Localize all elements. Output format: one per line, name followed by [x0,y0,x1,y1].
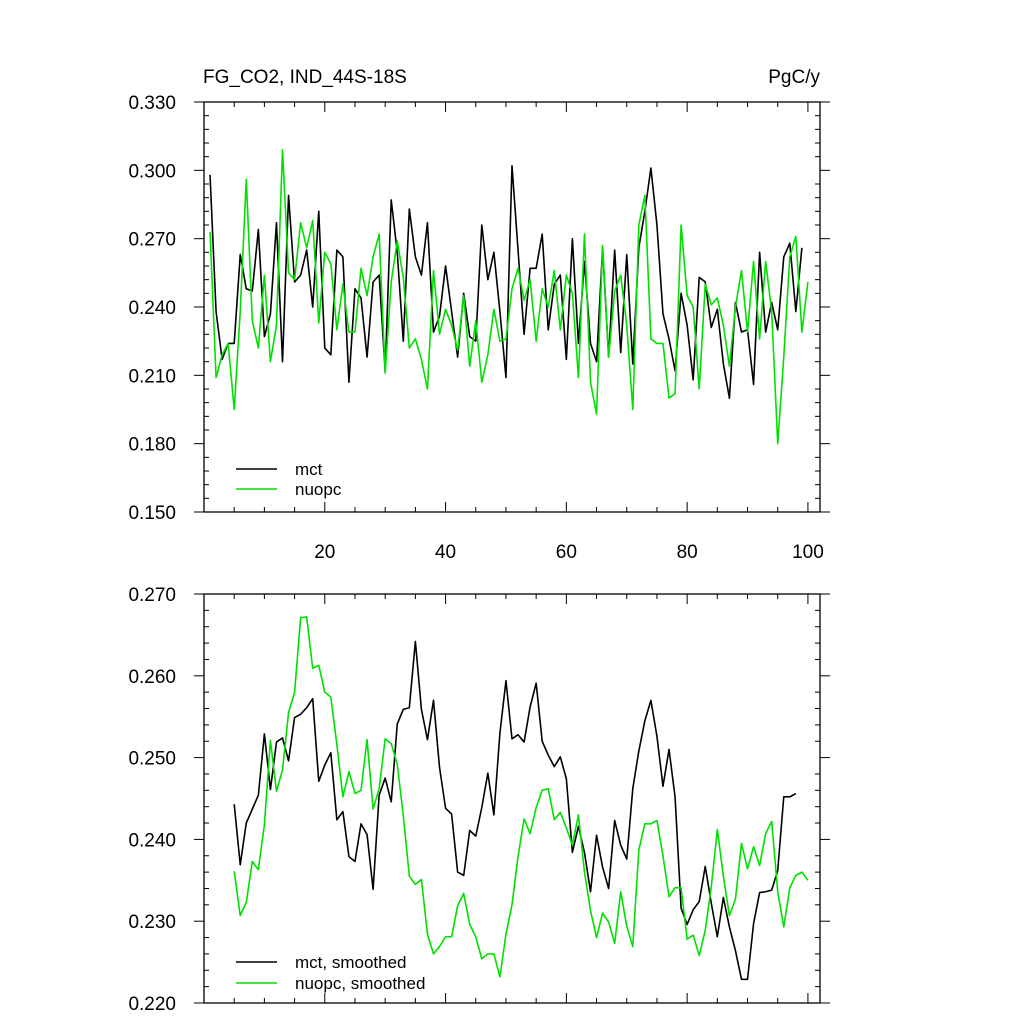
top-plot: 20 40 60 80 100 0.150 0.180 0.210 0.240 0.270 0.30… [128,93,830,563]
bottom-y-tick-label: 0.250 [128,749,176,770]
bottom-plot: 0.220 0.230 0.240 0.250 0.260 0.270 mct, smoot… [128,585,830,1015]
top-chart-title: FG_CO2, IND_44S-18S [203,67,407,88]
top-x-tick-label: 40 [435,542,456,563]
bottom-y-tick-label: 0.240 [128,830,176,851]
top-x-tick-label: 100 [792,542,824,563]
bottom-plot-frame [203,593,821,1004]
top-x-tick-label: 80 [677,542,698,563]
top-x-tick-label: 60 [556,542,577,563]
bottom-y-tick-label: 0.260 [128,667,176,688]
top-legend-label: mct [295,460,323,479]
bottom-series-nuopc-smoothed-line [233,616,809,978]
bottom-legend-label: nuopc, smoothed [295,974,425,993]
bottom-y-tick-label: 0.230 [128,912,176,933]
top-x-tick-label: 20 [314,542,335,563]
top-y-tick-label: 0.210 [128,366,176,387]
top-y-tick-label: 0.330 [128,93,176,114]
bottom-legend-label: mct, smoothed [295,953,407,972]
top-y-tick-label: 0.150 [128,503,176,524]
top-y-tick-label: 0.300 [128,161,176,182]
bottom-y-tick-label: 0.270 [128,585,176,606]
top-y-tick-label: 0.270 [128,230,176,251]
top-plot-frame [203,101,821,513]
top-chart-units: PgC/y [768,67,820,88]
top-legend-label: nuopc [295,480,342,499]
top-y-tick-label: 0.240 [128,298,176,319]
bottom-series-mct-smoothed-line [233,640,797,981]
top-y-tick-label: 0.180 [128,435,176,456]
top-series-nuopc-line [209,149,809,445]
bottom-y-tick-label: 0.220 [128,994,176,1015]
top-series-mct-line [209,164,803,399]
